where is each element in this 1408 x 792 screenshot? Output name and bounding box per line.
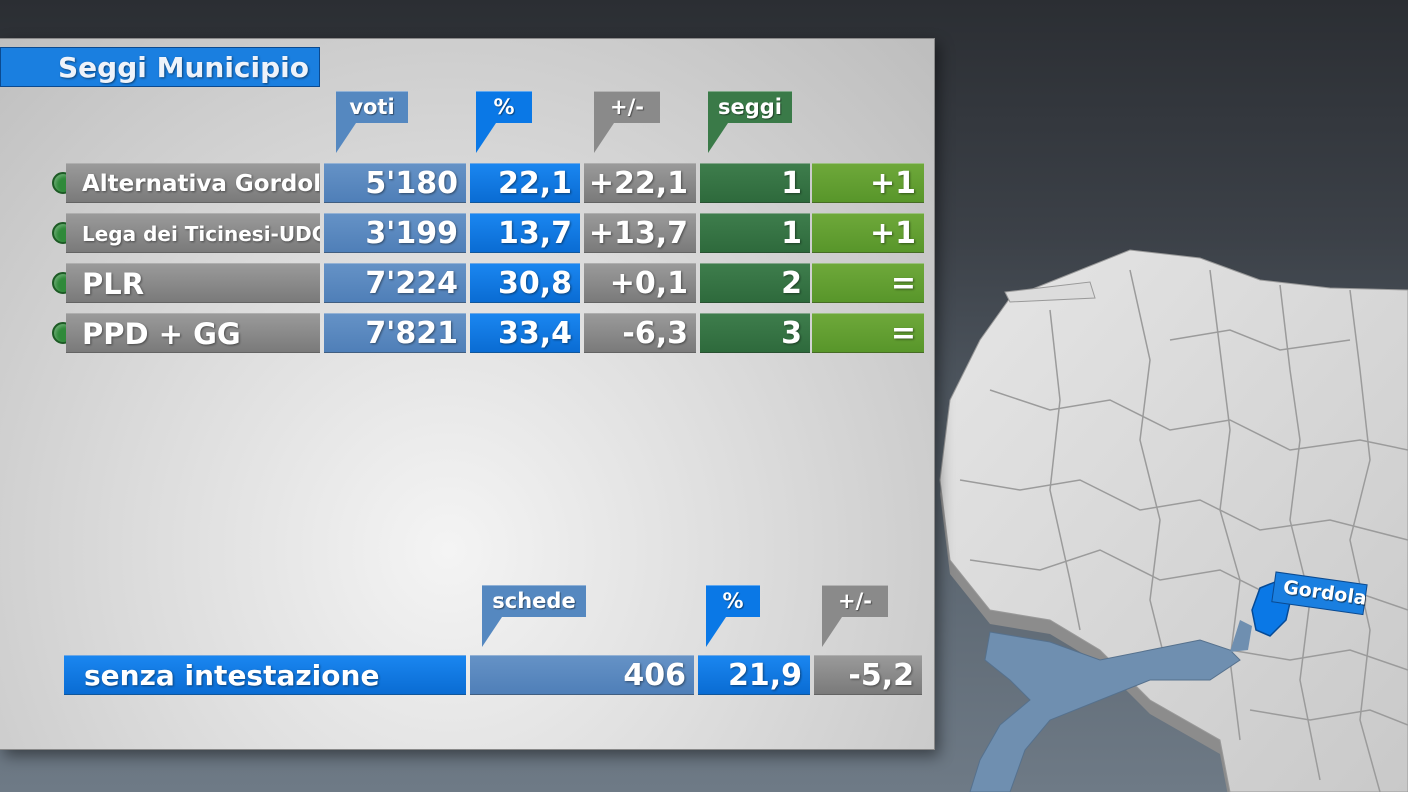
seggi-diff-value: +1 <box>812 163 924 203</box>
footer-diff-value: -5,2 <box>814 655 922 695</box>
voti-value: 5'180 <box>324 163 466 203</box>
seggi-diff-value: +1 <box>812 213 924 253</box>
footer-header-diff: +/- <box>822 585 888 647</box>
voti-value: 7'821 <box>324 313 466 353</box>
column-header-voti: voti <box>336 91 408 153</box>
column-header-seggi: seggi <box>708 91 792 153</box>
party-name: Alternativa Gordola <box>66 163 320 203</box>
party-name: Lega dei Ticinesi-UDC <box>66 213 320 253</box>
diff-value: +13,7 <box>584 213 696 253</box>
map <box>939 249 1408 792</box>
seggi-value: 1 <box>700 163 810 203</box>
diff-value: +0,1 <box>584 263 696 303</box>
municipality-borders <box>959 269 1408 792</box>
percent-value: 30,8 <box>470 263 580 303</box>
party-name: PPD + GG <box>66 313 320 353</box>
footer-percent-value: 21,9 <box>698 655 810 695</box>
footer-header-schede: schede <box>482 585 586 647</box>
result-row: PLR 7'224 30,8 +0,1 2 = <box>52 263 924 303</box>
seggi-diff-value: = <box>812 263 924 303</box>
footer-header-percent: % <box>706 585 760 647</box>
party-name: PLR <box>66 263 320 303</box>
diff-value: -6,3 <box>584 313 696 353</box>
seggi-diff-value: = <box>812 313 924 353</box>
result-row: Lega dei Ticinesi-UDC 3'199 13,7 +13,7 1… <box>52 213 924 253</box>
footer-row: senza intestazione 406 21,9 -5,2 <box>64 655 924 695</box>
percent-value: 22,1 <box>470 163 580 203</box>
column-header-diff: +/- <box>594 91 660 153</box>
result-row: Alternativa Gordola 5'180 22,1 +22,1 1 +… <box>52 163 924 203</box>
footer-label: senza intestazione <box>64 655 466 695</box>
voti-value: 3'199 <box>324 213 466 253</box>
percent-value: 33,4 <box>470 313 580 353</box>
column-header-percent: % <box>476 91 532 153</box>
diff-value: +22,1 <box>584 163 696 203</box>
result-row: PPD + GG 7'821 33,4 -6,3 3 = <box>52 313 924 353</box>
voti-value: 7'224 <box>324 263 466 303</box>
footer-schede-value: 406 <box>470 655 694 695</box>
results-board: Seggi Municipio voti % +/- seggi Alterna… <box>0 38 935 750</box>
percent-value: 13,7 <box>470 213 580 253</box>
page-title: Seggi Municipio <box>0 47 320 87</box>
seggi-value: 2 <box>700 263 810 303</box>
seggi-value: 3 <box>700 313 810 353</box>
seggi-value: 1 <box>700 213 810 253</box>
land-area <box>939 249 1408 792</box>
lake-area <box>969 631 1241 792</box>
